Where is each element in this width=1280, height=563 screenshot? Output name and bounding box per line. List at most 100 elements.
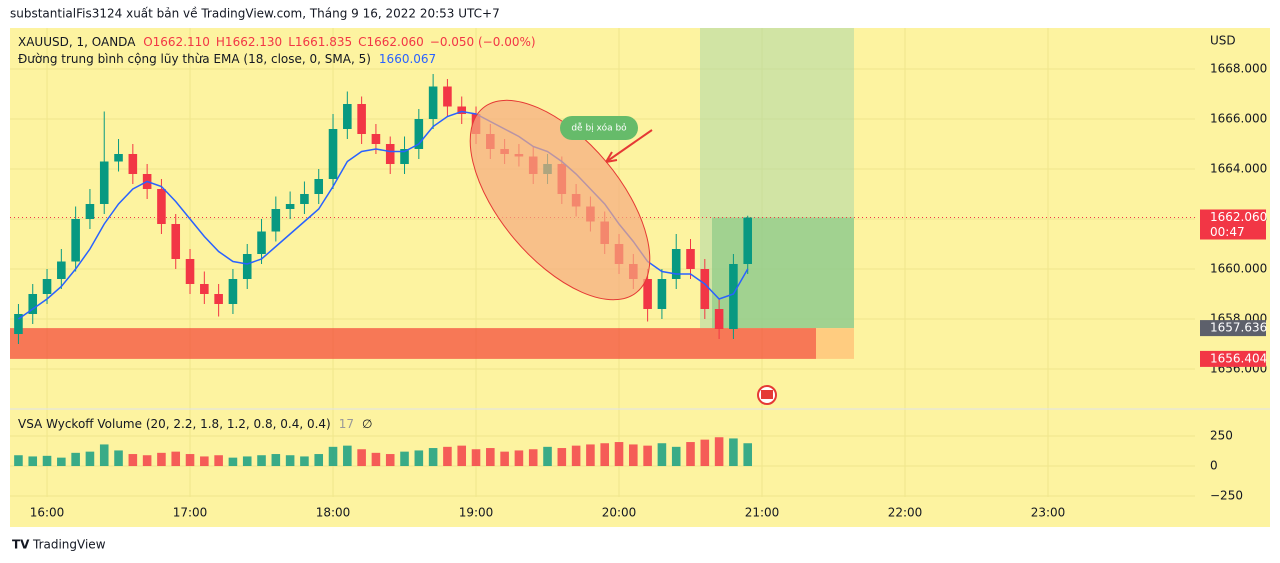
x-tick-label: 19:00 bbox=[459, 506, 494, 520]
volume-bar bbox=[385, 454, 395, 467]
volume-bar bbox=[371, 452, 381, 467]
volume-bar bbox=[328, 446, 338, 467]
volume-bar bbox=[71, 452, 80, 467]
volume-title: VSA Wyckoff Volume (20, 2.2, 1.8, 1.2, 0… bbox=[18, 417, 331, 431]
candle-body bbox=[357, 104, 366, 134]
candle-body bbox=[214, 294, 223, 304]
volume-bar bbox=[514, 450, 524, 467]
arrow-head bbox=[605, 151, 618, 163]
volume-extra: 17 bbox=[339, 417, 354, 431]
price-label: 1656.404 bbox=[1210, 351, 1267, 365]
volume-bar bbox=[314, 454, 324, 467]
price-label: 1662.060 bbox=[1210, 210, 1267, 224]
volume-bar bbox=[486, 448, 495, 467]
price-label: 1657.636 bbox=[1210, 321, 1267, 335]
candle-body bbox=[42, 279, 52, 294]
candle-body bbox=[443, 86, 452, 107]
candle-body bbox=[228, 279, 238, 304]
volume-bar bbox=[14, 455, 23, 467]
candle-body bbox=[128, 154, 138, 174]
volume-bar bbox=[357, 449, 366, 467]
volume-bar bbox=[114, 450, 123, 467]
volume-bar bbox=[700, 439, 710, 467]
candle-body bbox=[686, 249, 695, 269]
volume-bar bbox=[42, 455, 52, 467]
volume-bar bbox=[428, 448, 438, 467]
y-tick-label: 250 bbox=[1210, 429, 1233, 443]
candle-body bbox=[242, 254, 252, 279]
volume-extra: ∅ bbox=[362, 417, 372, 431]
stop-zone-tail bbox=[816, 328, 854, 359]
volume-bar bbox=[500, 451, 509, 467]
candle-body bbox=[385, 144, 395, 164]
currency: USD bbox=[1210, 34, 1236, 48]
volume-bar bbox=[471, 449, 481, 467]
ohlc: C1662.060 bbox=[358, 35, 424, 49]
candle-body bbox=[700, 269, 710, 309]
candle-body bbox=[400, 149, 409, 164]
volume-bar bbox=[686, 442, 695, 467]
ohlc: H1662.130 bbox=[216, 35, 282, 49]
volume-bar bbox=[285, 455, 295, 467]
x-tick-label: 21:00 bbox=[745, 506, 780, 520]
candle-body bbox=[285, 204, 295, 209]
volume-bar bbox=[600, 443, 610, 467]
candle-body bbox=[157, 189, 166, 224]
y-tick-label: 1664.000 bbox=[1210, 162, 1267, 176]
price-label-box bbox=[1200, 350, 1266, 367]
volume-bar bbox=[657, 443, 667, 467]
y-tick-label: 1666.000 bbox=[1210, 112, 1267, 126]
volume-bar bbox=[157, 452, 166, 467]
candle-body bbox=[428, 86, 438, 119]
x-tick-label: 17:00 bbox=[173, 506, 208, 520]
candle-body bbox=[14, 314, 23, 334]
volume-bar bbox=[528, 449, 538, 467]
y-tick-label: 1668.000 bbox=[1210, 62, 1267, 76]
volume-bar bbox=[57, 457, 66, 467]
volume-bar bbox=[400, 451, 409, 467]
volume-bar bbox=[671, 446, 681, 467]
volume-bar bbox=[99, 444, 109, 467]
arrow bbox=[605, 129, 653, 163]
legend-symbol: XAUUSD, 1, OANDA O1662.110 H1662.130 L1661.… bbox=[18, 35, 536, 49]
y-tick-label: 1660.000 bbox=[1210, 262, 1267, 276]
volume-bar bbox=[643, 445, 652, 467]
volume-bar bbox=[142, 455, 152, 467]
volume-bar bbox=[200, 456, 209, 467]
candle-body bbox=[643, 279, 652, 309]
candle-body bbox=[257, 231, 266, 254]
x-tick-label: 23:00 bbox=[1031, 506, 1066, 520]
candle-body bbox=[743, 217, 753, 264]
x-tick-label: 18:00 bbox=[316, 506, 351, 520]
candle-body bbox=[314, 179, 324, 194]
candle-body bbox=[99, 161, 109, 204]
candle-body bbox=[457, 106, 467, 114]
candle-body bbox=[671, 249, 681, 279]
candle-body bbox=[114, 154, 123, 162]
x-tick-label: 22:00 bbox=[888, 506, 923, 520]
legend-ema: Đường trung bình cộng lũy thừa EMA (18, … bbox=[18, 52, 436, 66]
volume-bar bbox=[729, 438, 738, 467]
candle-body bbox=[71, 219, 80, 262]
volume-bar bbox=[543, 446, 552, 467]
candle-body bbox=[328, 129, 338, 179]
price-label-box bbox=[1200, 209, 1266, 240]
candle-body bbox=[171, 224, 181, 259]
volume-bar bbox=[743, 443, 753, 467]
ema-value: 1660.067 bbox=[379, 52, 436, 66]
symbol: XAUUSD, 1, OANDA bbox=[18, 35, 136, 49]
candle-body bbox=[57, 261, 66, 279]
logo: 𝗧𝗩 bbox=[12, 538, 30, 552]
event-flag-icon bbox=[761, 390, 773, 399]
volume-bar bbox=[257, 455, 266, 467]
volume-bar bbox=[714, 437, 724, 467]
volume-bar bbox=[171, 451, 181, 467]
volume-bar bbox=[414, 450, 424, 467]
volume-bar bbox=[629, 444, 638, 467]
candle-body bbox=[185, 259, 195, 284]
candle-body bbox=[271, 209, 281, 232]
candle-body bbox=[343, 104, 352, 129]
ohlc: L1661.835 bbox=[288, 35, 352, 49]
price-label-box bbox=[1200, 320, 1266, 337]
